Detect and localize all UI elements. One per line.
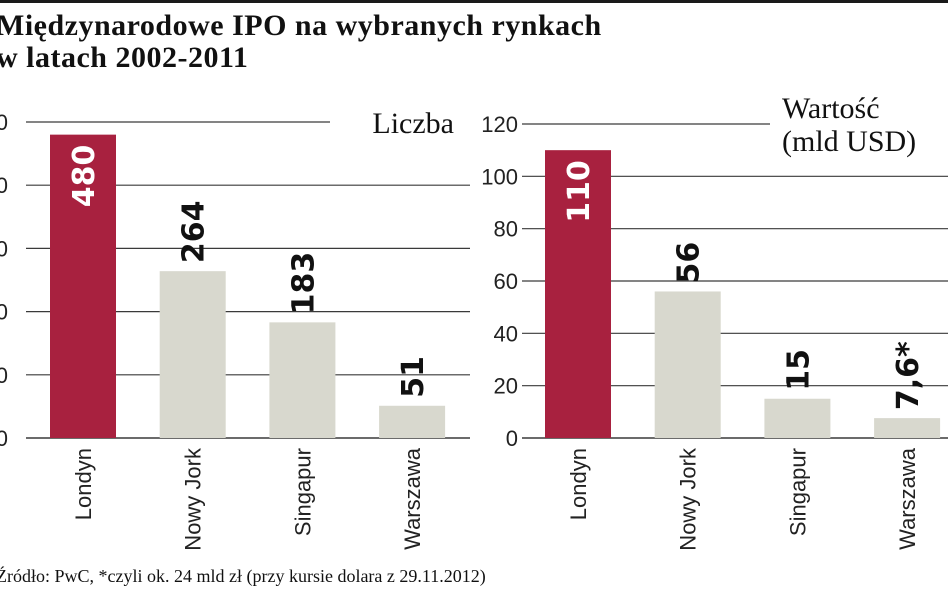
category-label-2-Singapur: Singapur: [785, 448, 810, 536]
category-label-1-Warszawa: Warszawa: [400, 447, 425, 550]
bar-2-Nowy Jork: [654, 291, 721, 438]
panel-title-wartosc-unit: (mld USD): [782, 125, 916, 158]
bar-1-Warszawa: [379, 405, 446, 438]
category-label-1-Nowy Jork: Nowy Jork: [181, 447, 206, 551]
y-tick-label-2-0: 0: [506, 426, 518, 451]
y-tick-label-2-60: 60: [494, 269, 518, 294]
panel-title-liczba: Liczba: [372, 107, 454, 140]
data-label-1-Nowy Jork: 264: [177, 201, 212, 264]
y-tick-label-1-200: 200: [0, 300, 8, 325]
bar-1-Singapur: [269, 322, 336, 438]
category-label-2-Nowy Jork: Nowy Jork: [676, 447, 701, 551]
category-label-2-Warszawa: Warszawa: [895, 447, 920, 550]
y-tick-label-2-120: 120: [481, 112, 518, 137]
chart-title-line2: w latach 2002-2011: [0, 41, 249, 74]
data-label-2-Nowy Jork: 56: [672, 242, 707, 284]
category-label-1-Singapur: Singapur: [290, 448, 315, 536]
bar-2-Singapur: [764, 398, 831, 438]
y-tick-label-1-300: 300: [0, 236, 8, 261]
data-label-2-Londyn: 110: [562, 160, 597, 223]
category-label-2-Londyn: Londyn: [566, 448, 591, 520]
data-label-1-Warszawa: 51: [396, 356, 431, 398]
data-label-1-Londyn: 480: [67, 145, 102, 208]
panel-title-wartosc: Wartość: [782, 92, 880, 125]
source-note: Źródło: PwC, *czyli ok. 24 mld zł (przy …: [0, 566, 486, 586]
bar-1-Londyn: [50, 134, 116, 438]
data-label-2-Singapur: 15: [781, 349, 816, 391]
data-label-2-Warszawa: 7,6*: [891, 341, 926, 410]
y-tick-label-1-400: 400: [0, 173, 8, 198]
y-tick-label-2-40: 40: [494, 321, 518, 346]
bar-2-Warszawa: [874, 418, 941, 438]
y-tick-label-1-500: 500: [0, 110, 8, 135]
bar-2-Londyn: [545, 150, 611, 438]
y-tick-label-1-0: 0: [0, 426, 8, 451]
y-tick-label-2-80: 80: [494, 217, 518, 242]
y-tick-label-1-100: 100: [0, 363, 8, 388]
bar-1-Nowy Jork: [159, 271, 226, 438]
data-label-1-Singapur: 183: [286, 252, 321, 315]
y-tick-label-2-20: 20: [494, 374, 518, 399]
chart-title-line1: Międzynarodowe IPO na wybranych rynkach: [0, 9, 602, 42]
category-label-1-Londyn: Londyn: [71, 448, 96, 520]
top-rule: [0, 0, 948, 3]
y-tick-label-2-100: 100: [481, 164, 518, 189]
